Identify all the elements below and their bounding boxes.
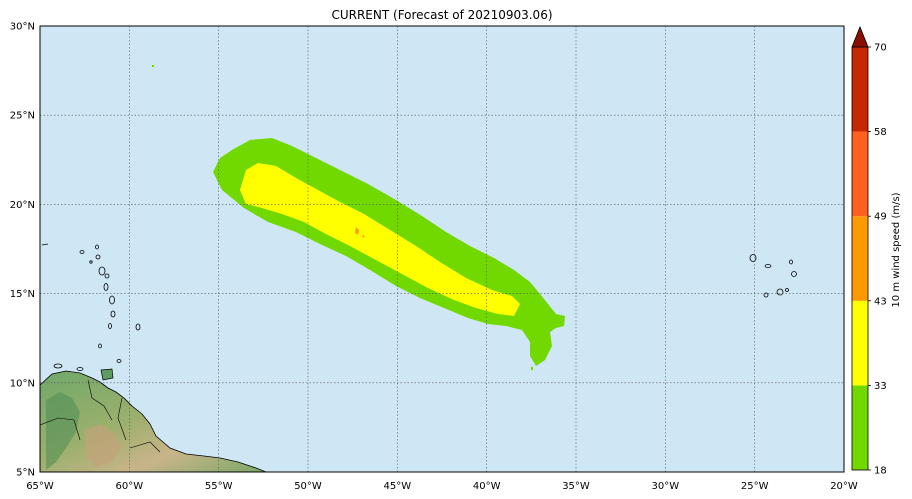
lon-tick-label: 50°W [294, 481, 322, 492]
colorbar-frame [851, 46, 869, 471]
wind-field-speck [152, 65, 154, 67]
latitude-tick-labels: 30°N 25°N 20°N 15°N 10°N 5°N [10, 22, 35, 479]
longitude-tick-labels: 65°W 60°W 55°W 50°W 45°W 40°W 35°W 30°W 25°W 20°W [26, 481, 858, 492]
colorbar: 18 33 43 49 58 70 [851, 25, 887, 477]
colorbar-label: 10 m wind speed (m/s) [891, 192, 902, 307]
highland-relief [84, 424, 122, 468]
colorbar-segment [852, 300, 868, 386]
lon-tick-label: 20°W [830, 481, 858, 492]
colorbar-segment [852, 216, 868, 301]
lon-tick-label: 45°W [384, 481, 412, 492]
map-gridlines [40, 26, 844, 472]
country-borders [40, 379, 161, 453]
lon-tick-label: 35°W [562, 481, 590, 492]
lon-tick-label: 65°W [26, 481, 54, 492]
colorbar-tick-label: 18 [874, 466, 887, 477]
lon-tick-label: 55°W [205, 481, 233, 492]
lon-tick-label: 30°W [652, 481, 680, 492]
wind-field-core-2 [362, 235, 365, 238]
colorbar-segment [852, 385, 868, 470]
chart-title: CURRENT (Forecast of 20210903.06) [331, 8, 552, 22]
colorbar-segment [852, 131, 868, 217]
cape-verde-islands [749, 254, 797, 298]
lesser-antilles-islands [41, 243, 141, 371]
colorbar-segment [852, 47, 868, 132]
lon-tick-label: 25°W [741, 481, 769, 492]
lat-tick-label: 10°N [10, 378, 35, 389]
trinidad-island [100, 368, 114, 381]
lat-tick-label: 5°N [16, 468, 35, 479]
colorbar-tick-label: 33 [874, 381, 887, 392]
andes-relief [46, 392, 80, 470]
lon-tick-label: 60°W [116, 481, 144, 492]
colorbar-tick-label: 43 [874, 296, 887, 307]
lat-tick-label: 30°N [10, 22, 35, 33]
colorbar-tick-label: 49 [874, 212, 887, 223]
wind-field-inner-contour [240, 163, 520, 316]
map-frame [39, 25, 845, 473]
wind-field-speck-2 [531, 367, 533, 370]
lat-tick-label: 15°N [10, 289, 35, 300]
wind-field-core [355, 227, 359, 235]
colorbar-extension-arrow [851, 25, 869, 48]
lat-tick-label: 25°N [10, 111, 35, 122]
lat-tick-label: 20°N [10, 200, 35, 211]
lon-tick-label: 40°W [473, 481, 501, 492]
colorbar-tick-label: 70 [874, 43, 887, 54]
colorbar-tick-label: 58 [874, 127, 887, 138]
